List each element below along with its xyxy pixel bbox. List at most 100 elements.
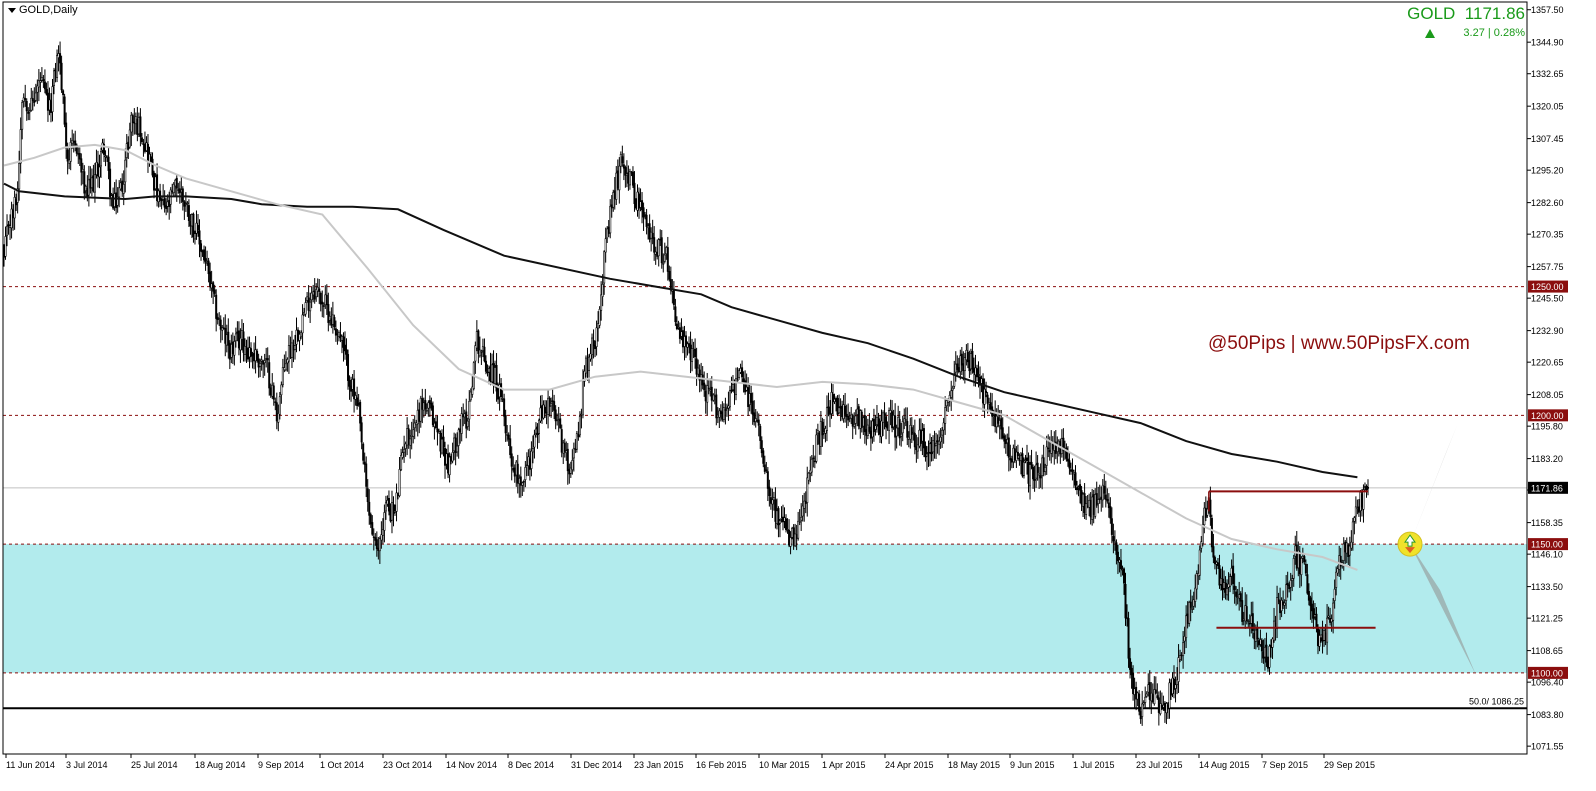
candle (266, 347, 269, 373)
candle-body (1010, 458, 1013, 463)
candle-body (642, 207, 645, 218)
candle (1251, 601, 1254, 639)
candle-body (854, 415, 857, 424)
candle-body (624, 167, 627, 176)
candle (595, 320, 598, 356)
x-tick-label: 24 Apr 2015 (885, 760, 934, 770)
candle (1210, 514, 1213, 553)
candle-body (9, 225, 12, 228)
candle (18, 150, 21, 201)
candle-body (1365, 486, 1368, 491)
candle (1224, 576, 1227, 600)
candle (1136, 691, 1139, 707)
candle (1057, 439, 1060, 457)
candle (1204, 496, 1207, 522)
candle-body (251, 354, 254, 356)
candle (880, 409, 883, 444)
candle-body (416, 409, 419, 425)
candle (221, 324, 224, 341)
candle-body (377, 547, 380, 551)
candle (1356, 499, 1359, 515)
candle-body (731, 384, 734, 390)
candle-body (1085, 503, 1088, 515)
candle (534, 422, 537, 438)
candle (612, 189, 615, 212)
candle (83, 165, 86, 200)
candle-body (66, 149, 69, 162)
candle (1174, 676, 1177, 703)
candle-body (410, 434, 413, 437)
candle-body (847, 415, 850, 421)
candle (818, 430, 821, 455)
candle (1115, 539, 1118, 565)
candle-body (204, 258, 207, 262)
candle (1094, 488, 1097, 519)
candle-body (201, 250, 204, 253)
candle (107, 147, 110, 180)
candle (709, 378, 712, 397)
candle-body (1160, 704, 1163, 708)
candle-body (1133, 688, 1136, 695)
candle (492, 350, 495, 394)
candle (541, 394, 544, 424)
candle (1292, 554, 1295, 587)
candle (769, 488, 772, 510)
candle (1004, 434, 1007, 454)
candle (660, 230, 663, 269)
candle-body (536, 426, 539, 436)
candle (110, 192, 113, 207)
candle (342, 332, 345, 362)
candle (857, 403, 860, 430)
candle-body (98, 166, 101, 178)
candle (647, 223, 650, 240)
candle-body (1066, 458, 1069, 462)
candle-body (1083, 493, 1086, 513)
candle-body (1295, 544, 1298, 569)
candle-body (1032, 467, 1035, 480)
candle-body (824, 428, 827, 434)
candle (572, 442, 575, 472)
candle-body (856, 408, 859, 415)
candle (304, 297, 307, 317)
candle (586, 347, 589, 381)
quote-symbol: GOLD (1407, 4, 1456, 23)
candle-body (437, 430, 440, 433)
candle (119, 178, 122, 191)
candle-body (866, 424, 869, 436)
candle-body (584, 357, 587, 374)
candle-body (1224, 582, 1227, 593)
y-tick-label: 1282.60 (1531, 198, 1564, 208)
candle (1119, 548, 1122, 577)
candle-body (150, 156, 153, 160)
candle-body (424, 400, 427, 410)
candle (1179, 649, 1182, 663)
candle-body (427, 402, 430, 409)
candle-body (874, 425, 877, 430)
candle (236, 321, 239, 342)
candle-body (1344, 541, 1347, 553)
candle (409, 429, 412, 459)
candle (200, 239, 203, 261)
candle (638, 187, 641, 219)
candle (1083, 483, 1086, 520)
price-tag-label: 1100.00 (1531, 668, 1563, 678)
candle (28, 103, 31, 121)
candle (636, 184, 639, 217)
candle (918, 418, 921, 449)
candle (345, 338, 348, 366)
candle (127, 136, 130, 160)
candle (759, 423, 762, 449)
candle-body (189, 221, 192, 227)
symbol-timeframe-text: GOLD,Daily (19, 4, 78, 16)
candle-body (389, 508, 392, 522)
candle-body (142, 143, 145, 145)
candle (965, 344, 968, 366)
candle-body (96, 163, 99, 177)
candle (654, 246, 657, 265)
candle-body (1179, 655, 1182, 661)
collapse-triangle-icon[interactable] (8, 7, 16, 13)
candle (827, 392, 830, 417)
candle (772, 491, 775, 511)
candle-body (1018, 457, 1021, 462)
x-tick-label: 3 Jul 2014 (66, 760, 108, 770)
